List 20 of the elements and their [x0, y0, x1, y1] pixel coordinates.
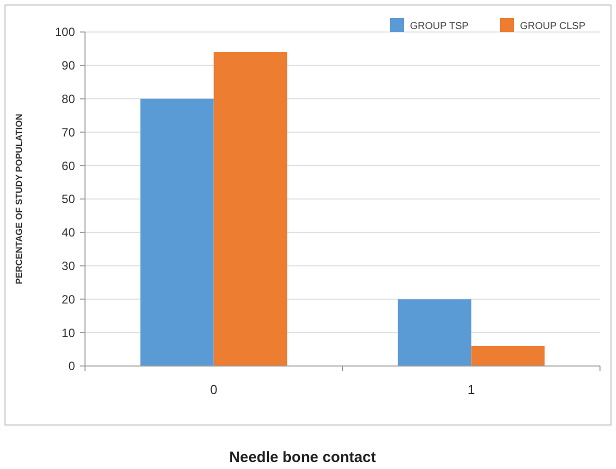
x-tick-label: 1	[468, 382, 475, 397]
y-tick-label: 60	[62, 158, 76, 173]
y-tick-label: 0	[68, 359, 76, 374]
y-tick-label: 50	[62, 192, 76, 206]
bar	[140, 98, 214, 366]
bar	[398, 299, 472, 366]
bar	[214, 52, 288, 366]
y-tick-label: 30	[62, 259, 76, 273]
y-tick-label: 100	[54, 25, 76, 40]
y-tick-label: 20	[62, 292, 76, 306]
bar	[471, 346, 545, 366]
legend-label: GROUP CLSP	[520, 21, 586, 32]
legend-label: GROUP TSP	[410, 21, 469, 32]
y-tick-label: 40	[62, 226, 76, 240]
y-tick-label: 70	[62, 125, 76, 140]
x-axis-title: Needle bone contact	[229, 449, 376, 466]
y-tick-label: 80	[62, 92, 76, 106]
y-tick-label: 10	[62, 326, 76, 340]
y-axis-title: PERCENTAGE OF STUDY POPULATION	[14, 114, 24, 284]
y-tick-label: 90	[62, 58, 76, 73]
